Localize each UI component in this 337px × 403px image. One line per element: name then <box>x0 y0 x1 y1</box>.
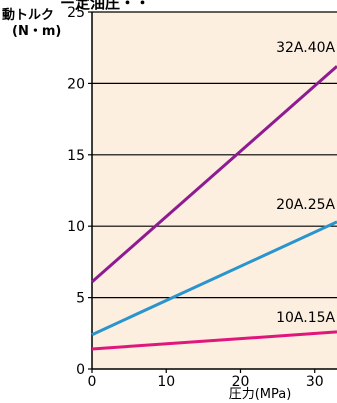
y-tick-label-25: 25 <box>67 5 85 21</box>
series-annotation-1: 32A.40A <box>276 40 335 56</box>
x-tick-label-20: 20 <box>232 374 250 390</box>
y-axis-label: 動トルク <box>2 7 54 23</box>
y-tick-label-15: 15 <box>67 148 85 164</box>
x-tick-label-0: 0 <box>88 374 97 390</box>
y-tick-label-5: 5 <box>76 291 85 307</box>
y-tick-label-0: 0 <box>76 362 85 378</box>
series-annotation-3: 10A.15A <box>276 310 335 326</box>
x-tick-label-30: 30 <box>306 374 324 390</box>
page-title-text: ー定油圧・・ <box>60 0 151 10</box>
page-title-fragment: ー定油圧・・ <box>0 0 337 10</box>
y-tick-label-10: 10 <box>67 219 85 235</box>
x-axis-label: 圧力(MPa) <box>229 387 292 402</box>
series-annotation-2: 20A.25A <box>276 197 335 213</box>
series-line-1 <box>91 65 337 284</box>
series-line-3 <box>91 330 337 351</box>
plot-background <box>92 12 337 369</box>
y-axis-unit: (N・m) <box>12 24 61 39</box>
series-line-2 <box>91 220 337 337</box>
y-tick-label-20: 20 <box>67 76 85 92</box>
x-tick-label-10: 10 <box>157 374 175 390</box>
